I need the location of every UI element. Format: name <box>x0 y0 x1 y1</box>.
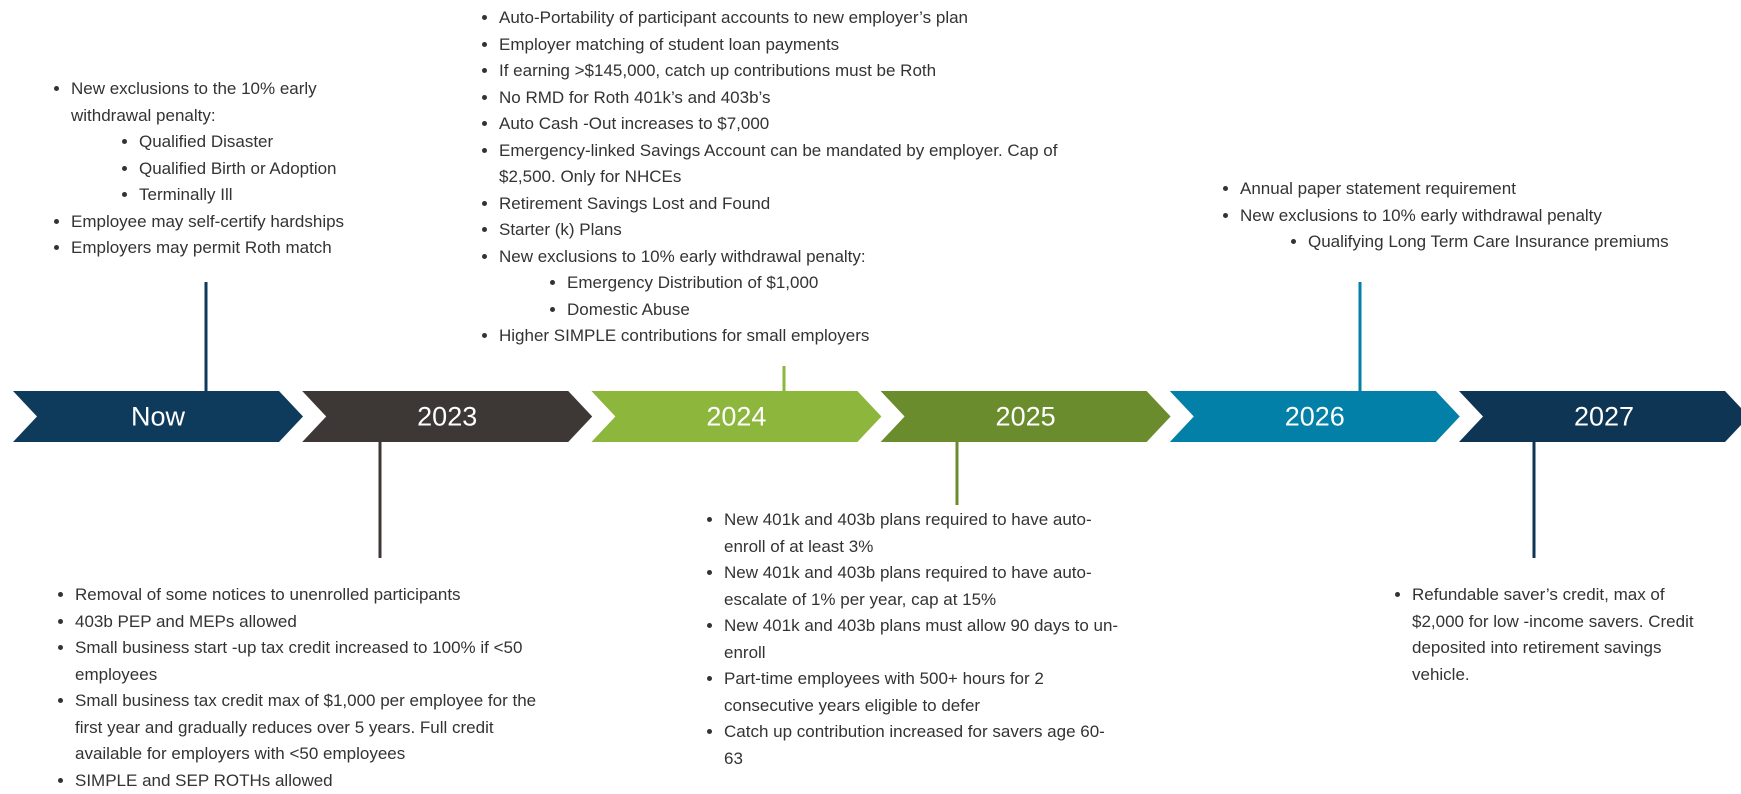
bullet-item: 403b PEP and MEPs allowed <box>75 609 561 636</box>
sub-item: Domestic Abuse <box>567 297 1115 324</box>
stage-label: 2026 <box>1285 402 1345 432</box>
bullet-text: Annual paper statement requirement <box>1240 179 1516 198</box>
bullet-list: Annual paper statement requirement New ex… <box>1216 176 1736 256</box>
sub-text: Terminally Ill <box>139 185 233 204</box>
bullet-text: New exclusions to 10% early withdrawal p… <box>1240 205 1602 225</box>
bullet-text: Refundable saver’s credit, max of $2,000… <box>1412 585 1694 684</box>
sub-item: Terminally Ill <box>139 182 347 209</box>
bullet-list: New 401k and 403b plans required to have… <box>700 507 1120 772</box>
bullet-item: Small business start -up tax credit incr… <box>75 635 561 688</box>
stage-label: 2025 <box>996 402 1056 432</box>
bullet-text: Auto Cash -Out increases to $7,000 <box>499 114 770 133</box>
sub-text: Emergency Distribution of $1,000 <box>567 273 819 292</box>
bullet-item: Small business tax credit max of $1,000 … <box>75 688 561 768</box>
bullet-item: Retirement Savings Lost and Found <box>499 191 1115 218</box>
bullet-text: New exclusions to the 10% early withdraw… <box>71 79 317 125</box>
bullet-item: Auto-Portability of participant accounts… <box>499 5 1115 32</box>
bullet-item: No RMD for Roth 401k’s and 403b’s <box>499 85 1115 112</box>
note-box: Annual paper statement requirement New ex… <box>1216 176 1736 256</box>
bullet-text: Employee may self-certify hardships <box>71 211 345 231</box>
bullet-item: Annual paper statement requirement <box>1240 176 1736 203</box>
bullet-item: Auto Cash -Out increases to $7,000 <box>499 111 1115 138</box>
bullet-item: New exclusions to 10% early withdrawal p… <box>499 244 1115 324</box>
bullet-text: Part-time employees with 500+ hours for … <box>724 669 1044 715</box>
note-box: Refundable saver’s credit, max of $2,000… <box>1388 582 1698 688</box>
sub-item: Qualifying Long Term Care Insurance prem… <box>1308 229 1736 256</box>
bullet-item: Employer matching of student loan paymen… <box>499 32 1115 59</box>
bullet-text: Removal of some notices to unenrolled pa… <box>75 585 461 604</box>
bullet-text: Auto-Portability of participant accounts… <box>499 8 969 27</box>
stage-label: 2023 <box>417 402 477 432</box>
chevron <box>1459 391 1741 442</box>
chevron <box>880 391 1171 442</box>
note-box: Removal of some notices to unenrolled pa… <box>51 582 561 794</box>
bullet-item: Higher SIMPLE contributions for small em… <box>499 323 1115 350</box>
bullet-text: No RMD for Roth 401k’s and 403b’s <box>499 87 771 107</box>
sub-item: Emergency Distribution of $1,000 <box>567 270 1115 297</box>
bullet-text: Emergency-linked Savings Account can be … <box>499 140 1058 187</box>
bullet-text: Employer matching of student loan paymen… <box>499 34 840 54</box>
bullet-item: Part-time employees with 500+ hours for … <box>724 666 1120 719</box>
bullet-item: Refundable saver’s credit, max of $2,000… <box>1412 582 1698 688</box>
sub-text: Qualified Disaster <box>139 132 274 151</box>
sub-list: Qualifying Long Term Care Insurance prem… <box>1240 229 1736 256</box>
bullet-text: Starter (k) Plans <box>499 220 622 239</box>
sub-item: Qualified Birth or Adoption <box>139 156 347 183</box>
sub-text: Domestic Abuse <box>567 299 690 319</box>
bullet-item: New 401k and 403b plans must allow 90 da… <box>724 613 1120 666</box>
note-box: New 401k and 403b plans required to have… <box>700 507 1120 772</box>
bullet-text: New 401k and 403b plans must allow 90 da… <box>724 616 1119 662</box>
sub-list: Emergency Distribution of $1,000 Domestic… <box>499 270 1115 323</box>
sub-item: Qualified Disaster <box>139 129 347 156</box>
bullet-text: Catch up contribution increased for save… <box>724 722 1105 768</box>
bullet-text: Small business tax credit max of $1,000 … <box>75 691 537 763</box>
bullet-text: New 401k and 403b plans required to have… <box>724 510 1092 556</box>
chevron <box>302 391 593 442</box>
bullet-text: SIMPLE and SEP ROTHs allowed <box>75 770 333 790</box>
bullet-item: New 401k and 403b plans required to have… <box>724 560 1120 613</box>
sub-text: Qualified Birth or Adoption <box>139 158 337 178</box>
bullet-item: Removal of some notices to unenrolled pa… <box>75 582 561 609</box>
bullet-text: If earning >$145,000, catch up contribut… <box>499 61 937 80</box>
bullet-item: New 401k and 403b plans required to have… <box>724 507 1120 560</box>
bullet-list: Auto-Portability of participant accounts… <box>475 5 1115 350</box>
bullet-text: Employers may permit Roth match <box>71 238 332 257</box>
stage-label: 2027 <box>1574 402 1634 432</box>
stage-label: Now <box>131 402 186 432</box>
bullet-item: New exclusions to the 10% early withdraw… <box>71 76 347 209</box>
bullet-item: Employee may self-certify hardships <box>71 209 347 236</box>
chevron <box>591 391 882 442</box>
bullet-item: New exclusions to 10% early withdrawal p… <box>1240 203 1736 256</box>
bullet-item: Emergency-linked Savings Account can be … <box>499 138 1115 191</box>
bullet-item: Starter (k) Plans <box>499 217 1115 244</box>
sub-text: Qualifying Long Term Care Insurance prem… <box>1308 232 1669 251</box>
note-box: Auto-Portability of participant accounts… <box>475 5 1115 350</box>
chevron <box>1169 391 1460 442</box>
bullet-text: Higher SIMPLE contributions for small em… <box>499 326 870 345</box>
bullet-text: Small business start -up tax credit incr… <box>75 638 523 684</box>
bullet-text: Retirement Savings Lost and Found <box>499 193 771 213</box>
stage-label: 2024 <box>706 402 766 432</box>
bullet-item: SIMPLE and SEP ROTHs allowed <box>75 768 561 794</box>
bullet-list: Refundable saver’s credit, max of $2,000… <box>1388 582 1698 688</box>
bullet-list: New exclusions to the 10% early withdraw… <box>47 76 347 262</box>
sub-list: Qualified Disaster Qualified Birth or Ado… <box>71 129 347 209</box>
note-box: New exclusions to the 10% early withdraw… <box>47 76 347 262</box>
bullet-text: New exclusions to 10% early withdrawal p… <box>499 246 866 266</box>
bullet-list: Removal of some notices to unenrolled pa… <box>51 582 561 794</box>
bullet-text: New 401k and 403b plans required to have… <box>724 563 1092 609</box>
bullet-item: Catch up contribution increased for save… <box>724 719 1120 772</box>
bullet-item: If earning >$145,000, catch up contribut… <box>499 58 1115 85</box>
bullet-item: Employers may permit Roth match <box>71 235 347 262</box>
bullet-text: 403b PEP and MEPs allowed <box>75 611 297 631</box>
chevron <box>13 391 303 442</box>
